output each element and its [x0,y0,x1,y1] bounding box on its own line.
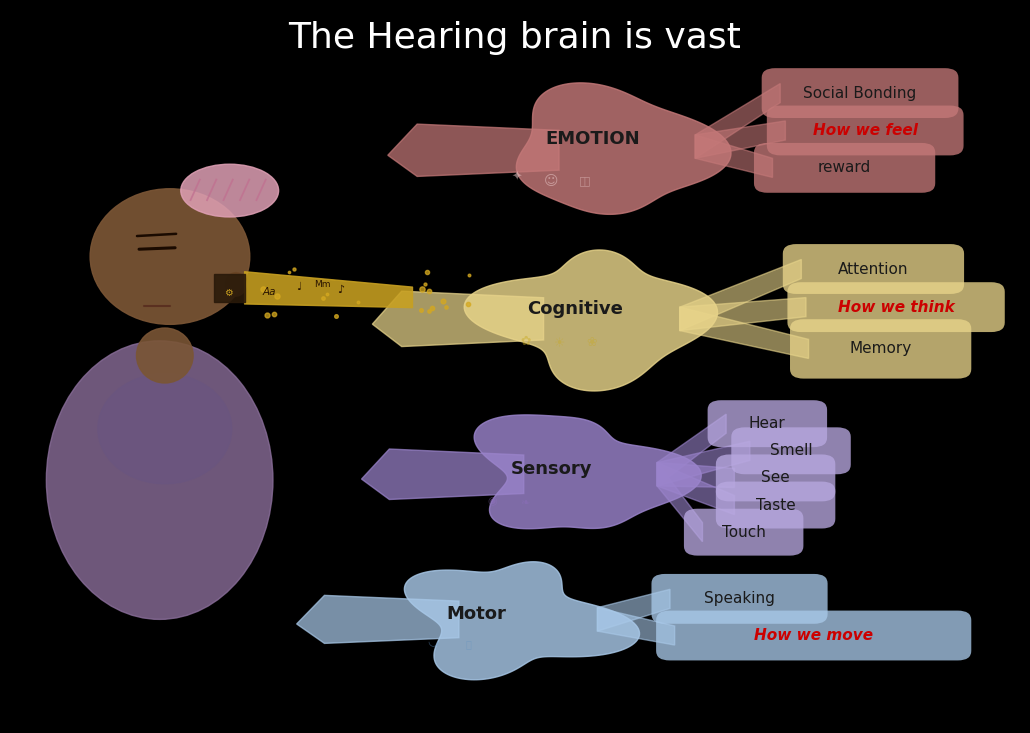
Polygon shape [695,84,780,158]
Text: ◉: ◉ [487,496,497,507]
Polygon shape [516,83,731,214]
Polygon shape [680,259,801,331]
Text: Mm: Mm [314,280,331,289]
Text: ☀: ☀ [554,336,564,350]
Polygon shape [362,449,524,499]
FancyBboxPatch shape [656,611,971,660]
FancyBboxPatch shape [708,400,827,447]
Text: ♩: ♩ [296,282,301,292]
FancyBboxPatch shape [766,106,964,155]
FancyBboxPatch shape [787,282,1004,332]
Text: ❧: ❧ [520,498,530,508]
Text: EMOTION: EMOTION [545,130,640,148]
Text: ✋: ✋ [466,639,472,649]
Text: Social Bonding: Social Bonding [803,86,917,100]
Polygon shape [597,589,670,631]
Text: How we feel: How we feel [813,123,918,138]
FancyBboxPatch shape [684,509,803,556]
Ellipse shape [91,189,250,324]
FancyBboxPatch shape [790,320,971,379]
FancyBboxPatch shape [716,454,835,501]
Polygon shape [657,463,734,487]
Polygon shape [597,608,675,645]
Polygon shape [474,415,701,528]
FancyBboxPatch shape [783,244,964,294]
FancyBboxPatch shape [651,574,827,624]
Ellipse shape [226,273,246,296]
Text: Hear: Hear [749,416,786,431]
Ellipse shape [46,341,273,619]
Polygon shape [465,250,718,391]
Text: ◡: ◡ [427,635,438,648]
Polygon shape [657,414,726,486]
Text: The Hearing brain is vast: The Hearing brain is vast [288,21,742,55]
Text: How we think: How we think [837,300,955,314]
Text: ✿: ✿ [520,334,530,347]
Text: How we move: How we move [754,628,873,643]
Text: ◫: ◫ [579,174,591,187]
Polygon shape [297,595,459,644]
Polygon shape [657,463,734,515]
Polygon shape [405,561,640,679]
Text: Cognitive: Cognitive [526,301,623,318]
FancyBboxPatch shape [754,143,935,193]
Polygon shape [680,298,805,331]
Ellipse shape [181,164,278,217]
Text: ❀: ❀ [586,336,596,349]
Polygon shape [695,121,785,158]
Text: Taste: Taste [756,498,795,512]
Ellipse shape [136,328,194,383]
Polygon shape [657,441,750,486]
Polygon shape [657,463,702,542]
Ellipse shape [98,374,232,484]
Text: See: See [761,471,790,485]
Polygon shape [680,307,809,358]
Text: ✦: ✦ [512,171,522,184]
Polygon shape [387,124,559,177]
Text: Sensory: Sensory [510,460,592,478]
Text: Touch: Touch [722,525,765,539]
Text: ☺: ☺ [544,174,558,188]
Text: ⚙: ⚙ [225,288,233,298]
Text: reward: reward [818,161,871,175]
FancyBboxPatch shape [761,68,958,118]
Text: Smell: Smell [769,443,813,458]
Text: Motor: Motor [446,605,506,623]
Text: Speaking: Speaking [705,592,775,606]
Bar [214,274,245,302]
Polygon shape [695,135,772,177]
Text: Aa: Aa [263,287,276,297]
Text: ♪: ♪ [337,285,344,295]
Text: Attention: Attention [838,262,908,276]
Text: Memory: Memory [850,342,912,356]
FancyBboxPatch shape [716,482,835,528]
FancyBboxPatch shape [731,427,851,474]
Polygon shape [372,291,544,347]
